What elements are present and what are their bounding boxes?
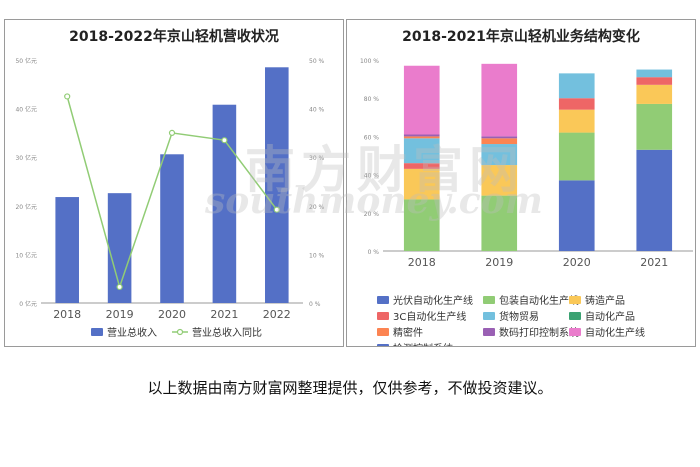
stacked-bar-segment [481, 144, 518, 166]
x-axis-tick-label: 2022 [263, 308, 291, 321]
revenue-chart-title: 2018-2022年京山轻机营收状况 [69, 29, 279, 45]
stacked-bar-segment [403, 136, 440, 139]
stacked-bar-segment [636, 84, 673, 104]
x-axis-tick-label: 2021 [210, 308, 238, 321]
stacked-bar-segment [558, 109, 595, 133]
stacked-bar-segment [636, 149, 673, 251]
y2-axis-tick-label: 20 % [309, 204, 325, 211]
structure-chart: 0 % 20 % 40 % 60 % 80 % 100 % 2018 2019 2020 2021… [360, 58, 693, 346]
x-axis-tick-label: 2019 [485, 256, 513, 269]
stacked-bar-segment [481, 165, 518, 196]
stacked-bar-segment [481, 63, 518, 137]
legend-label: 光伏自动化生产线 [393, 294, 473, 307]
y-axis-tick-label: 20 亿元 [15, 203, 37, 211]
legend-label: 自动化生产线 [585, 326, 645, 339]
y2-axis-tick-label: 10 % [309, 252, 325, 259]
legend-swatch [91, 328, 103, 336]
legend-swatch [377, 344, 389, 346]
legend-swatch [569, 296, 581, 304]
stacked-bar-segment [558, 98, 595, 110]
legend-swatch [483, 312, 495, 320]
y-axis-tick-label: 20 % [364, 211, 380, 218]
y-axis-tick-label: 50 亿元 [15, 57, 37, 65]
y2-axis-tick-label: 0 % [309, 301, 321, 308]
legend-swatch [569, 328, 581, 336]
legend-swatch [483, 296, 495, 304]
y2-axis-tick-label: 50 % [309, 58, 325, 65]
revenue-chart-panel: 2018-2022年京山轻机营收状况 0 亿元 10 亿元 20 亿元 30 亿元 40… [4, 19, 344, 347]
line-point [273, 206, 280, 213]
x-axis-tick-label: 2020 [158, 308, 186, 321]
legend-label: 自动化产品 [585, 310, 635, 323]
structure-chart-title: 2018-2021年京山轻机业务结构变化 [402, 29, 640, 45]
stacked-bar-segment [481, 136, 518, 139]
y-axis-tick-label: 40 亿元 [15, 106, 37, 114]
bar [107, 193, 132, 303]
revenue-chart: 0 亿元 10 亿元 20 亿元 30 亿元 40 亿元 50 亿元 0 % 10 % 20 %… [15, 57, 325, 339]
y2-axis-tick-label: 40 % [309, 107, 325, 114]
x-axis-tick-label: 2019 [106, 308, 134, 321]
stacked-bar-segment [558, 73, 595, 99]
stacked-bar-segment [636, 77, 673, 85]
y-axis-tick-label: 100 % [360, 58, 379, 65]
y-axis-tick-label: 40 % [364, 173, 380, 180]
stacked-bar-segment [558, 132, 595, 181]
y-axis-tick-label: 60 % [364, 134, 380, 141]
bar [212, 104, 237, 303]
stacked-bar-segment [636, 69, 673, 78]
legend-label: 营业总收入 [107, 326, 157, 339]
legend-label: 铸造产品 [585, 294, 625, 307]
y-axis-tick-label: 0 亿元 [19, 300, 37, 308]
legend-label: 营业总收入同比 [192, 326, 262, 339]
y-axis-tick-label: 0 % [368, 249, 380, 256]
x-axis-tick-label: 2020 [563, 256, 591, 269]
y-axis-tick-label: 80 % [364, 96, 380, 103]
stacked-bar-segment [481, 138, 518, 145]
x-axis-tick-label: 2018 [53, 308, 81, 321]
legend-marker [176, 328, 184, 336]
stacked-bar-segment [403, 134, 440, 137]
disclaimer-caption: 以上数据由南方财富网整理提供，仅供参考，不做投资建议。 [147, 379, 553, 397]
x-axis-tick-label: 2018 [408, 256, 436, 269]
legend-label: 精密件 [393, 326, 423, 339]
legend-label: 包装自动化生产线 [499, 294, 579, 307]
stacked-bar-segment [403, 163, 440, 169]
stacked-bar-segment [403, 168, 440, 200]
stacked-bar-segment [403, 138, 440, 164]
legend-swatch [377, 328, 389, 336]
legend-label: 货物贸易 [499, 310, 539, 323]
stacked-bar-segment [636, 103, 673, 150]
legend-label: 数码打印控制系统 [499, 326, 579, 339]
legend-swatch [377, 312, 389, 320]
legend-label: 3C自动化生产线 [393, 310, 466, 323]
line-point [221, 137, 228, 144]
stacked-bar-segment [403, 65, 440, 135]
x-axis-tick-label: 2021 [640, 256, 668, 269]
legend-swatch [377, 296, 389, 304]
bar [265, 67, 289, 303]
line-point [168, 129, 176, 137]
y-axis-tick-label: 10 亿元 [15, 251, 37, 259]
stacked-bar-segment [403, 199, 440, 251]
structure-chart-panel: 2018-2021年京山轻机业务结构变化 0 % 20 % 40 % 60 % 80 %… [346, 19, 696, 347]
legend-swatch [569, 312, 581, 320]
stacked-bar-segment [481, 195, 518, 251]
y-axis-tick-label: 30 亿元 [15, 154, 37, 162]
legend-label: 检测控制系统 [393, 342, 453, 346]
line-point [64, 93, 71, 100]
bar [160, 154, 184, 303]
line-point [116, 283, 123, 291]
legend-swatch [483, 328, 495, 336]
stacked-bar-segment [558, 180, 595, 251]
bar [55, 197, 79, 303]
y2-axis-tick-label: 30 % [309, 155, 325, 162]
